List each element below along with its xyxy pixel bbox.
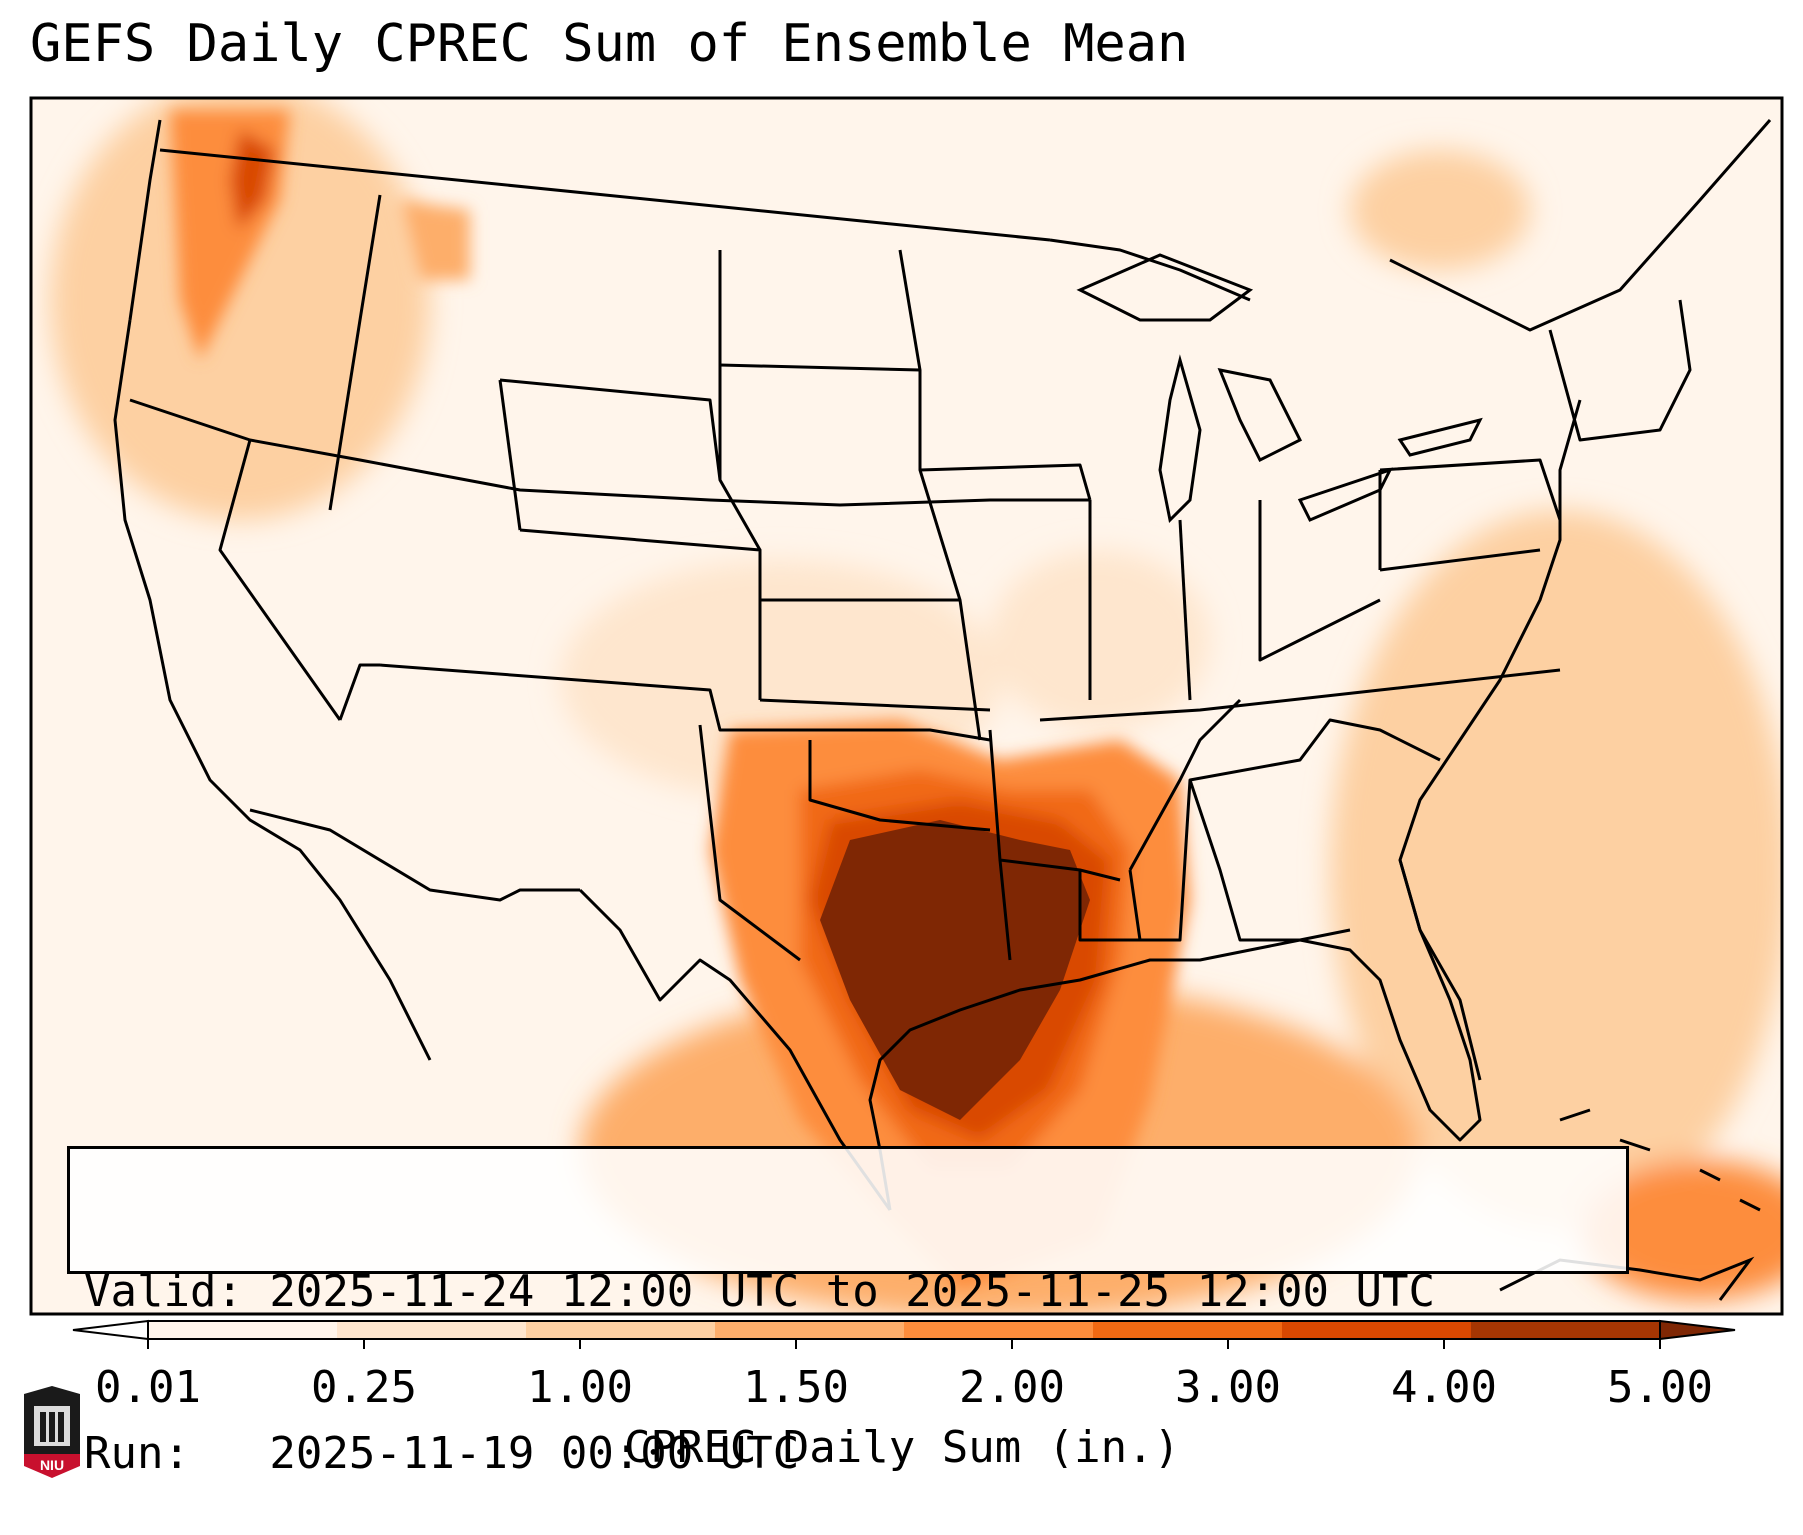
niu-logo: NIU [24,1386,80,1478]
gulf-coast [868,859,1482,1211]
nevada-border [218,439,342,721]
pacific-coast-north [128,119,162,321]
nd-sd-line [719,363,921,372]
georgia-florida [1188,779,1351,942]
colorbar-segment [1282,1321,1472,1339]
colorbar-tick-label: 2.00 [959,1362,1065,1413]
colorbar-segment [1093,1321,1283,1339]
colorbar-segment [337,1321,527,1339]
colorbar-segment [1471,1321,1661,1339]
colorbar-tick-label: 1.00 [527,1362,633,1413]
precip-pnw-band [170,110,470,360]
colorbar-segment [526,1321,716,1339]
lake-michigan [1158,354,1202,524]
new-england [1548,299,1692,442]
rio-grande [578,888,892,1211]
iowa-north [919,463,1092,501]
colorbar-tick-label: 4.00 [1391,1362,1497,1413]
colorbar-label: CPREC Daily Sum (in.) [623,1422,1181,1473]
map-title: GEFS Daily CPREC Sum of Ensemble Mean [30,14,1189,74]
mississippi-line [1078,869,1142,942]
valid-time-line: Valid: 2025-11-24 12:00 UTC to 2025-11-2… [84,1266,1436,1317]
lake-huron [1217,367,1303,463]
state-boundaries [113,119,1772,1211]
great-lakes [1076,253,1483,524]
arkansas-border [988,729,1121,882]
validity-info-box: Valid: 2025-11-24 12:00 UTC to 2025-11-2… [67,1146,1629,1479]
river-east [1128,698,1242,871]
tennessee-nc-line [1039,668,1561,722]
colorbar-ticks [147,1339,1661,1349]
colorbar-tick-label: 3.00 [1175,1362,1281,1413]
us-mexico-border [249,808,580,902]
pacific-coast-south [113,319,432,1061]
lake-erie [1297,467,1393,522]
colorbar-segments [148,1321,1661,1339]
st-lawrence [1389,119,1772,332]
colorbar-tick-label: 0.01 [95,1362,201,1413]
colorbar-segment [715,1321,905,1339]
colorbar-tick-label: 1.50 [743,1362,849,1413]
north-tier-line [129,398,1090,507]
map-frame [29,96,1784,1316]
map-area [31,98,1782,1314]
run-time-line: Run: 2025-11-19 00:00 UTC [84,1428,800,1479]
colorbar-outline [147,1320,1661,1340]
texas-louisiana [998,859,1012,961]
southeast-states [1140,718,1441,942]
pennsylvania-north [1379,458,1562,521]
arizona-nw-border [338,663,380,721]
colorbar-max-extension [1659,1319,1736,1341]
bahamas [1559,1108,1761,1212]
colorbar [72,1319,1736,1349]
dakotas-west [718,250,762,551]
us-canada-border [159,148,1051,242]
oklahoma-border [808,740,991,832]
svg-text:NIU: NIU [40,1457,64,1473]
lake-superior [1076,253,1254,322]
colorbar-segment [904,1321,1094,1339]
pennsylvania-south [1379,548,1541,572]
new-mexico-texas [698,724,801,962]
lake-ontario [1397,417,1483,457]
kansas-south [759,698,991,712]
idaho-border [328,194,382,511]
wyoming-west [498,379,522,531]
indiana-east [1178,519,1192,701]
montana-wyoming [499,378,722,481]
precip-max-core [820,820,1090,1120]
four-corners-line [379,663,991,742]
ohio-wv [1258,500,1381,662]
colorbar-tick-label: 5.00 [1607,1362,1713,1413]
colorbar-segment [148,1321,338,1339]
colorbar-tick-label: 0.25 [311,1362,417,1413]
